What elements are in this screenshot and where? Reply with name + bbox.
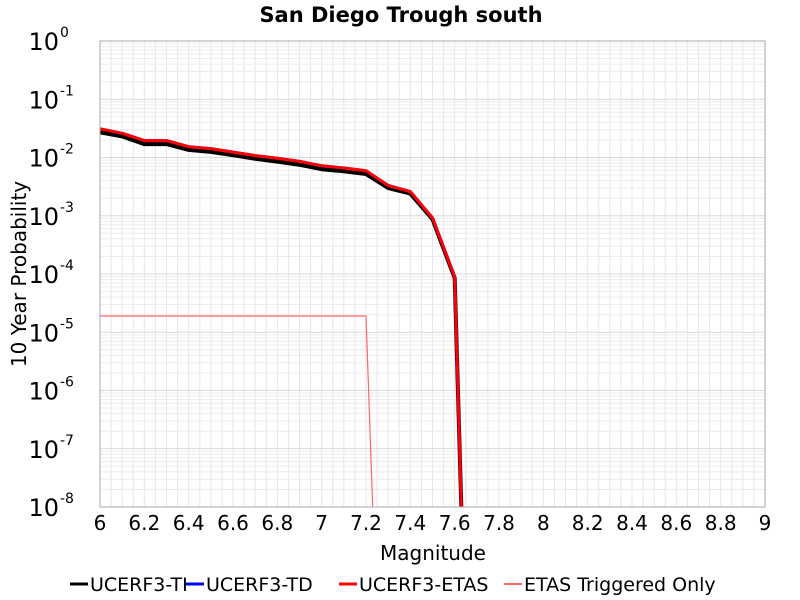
y-tick-exponent: -4 [60,258,74,274]
x-tick-label: 7.6 [439,511,471,535]
y-tick-exponent: -8 [60,491,74,507]
x-tick-label: 8.2 [572,511,604,535]
y-tick-exponent: -2 [60,142,74,158]
y-tick: 10 -5 [28,316,74,347]
y-tick-exponent: -5 [60,316,74,332]
y-tick: 10 -8 [28,491,74,522]
y-tick-base: 10 [28,436,59,464]
y-tick-base: 10 [28,28,59,56]
y-tick-base: 10 [28,261,59,289]
legend-item: ETAS Triggered Only [504,574,716,596]
chart-title: San Diego Trough south [259,3,542,27]
x-tick-label: 8.4 [616,511,648,535]
x-axis-ticks: 6 6.2 6.4 6.6 6.8 7 7.2 7.4 7.6 7.8 8 8.2 8.4 8.6 8.8 9 [94,511,772,535]
y-tick-exponent: -1 [60,83,74,99]
y-axis-label: 10 Year Probability [7,181,31,367]
plot-frame [99,40,766,508]
y-tick-base: 10 [28,378,59,406]
legend-item: UCERF3-TD [186,574,313,596]
y-tick-exponent: 0 [60,25,69,41]
y-tick-exponent: -7 [60,433,74,449]
legend: UCERF3-TI UCERF3-TD UCERF3-ETAS ETAS Trigge… [70,574,716,596]
x-tick-label: 7.4 [394,511,426,535]
x-tick-label: 6.6 [217,511,249,535]
y-tick: 10 -3 [28,200,74,231]
y-tick-base: 10 [28,494,59,522]
legend-label: UCERF3-TD [206,574,313,596]
legend-label: ETAS Triggered Only [524,574,716,596]
y-tick: 10 -4 [28,258,74,289]
x-axis-label: Magnitude [380,541,486,565]
y-tick: 10 -1 [28,83,74,114]
y-tick-base: 10 [28,203,59,231]
y-tick-exponent: -6 [60,375,74,391]
grid [99,41,766,508]
x-tick-label: 7 [315,511,328,535]
series-line-ucerf3-etas [100,127,463,507]
x-tick-label: 7.8 [483,511,515,535]
x-tick-label: 6.2 [128,511,160,535]
legend-label: UCERF3-TI [90,574,188,596]
x-tick-label: 6.8 [261,511,293,535]
legend-item: UCERF3-ETAS [339,574,488,596]
x-tick-label: 6 [94,511,107,535]
y-tick-base: 10 [28,86,59,114]
legend-label: UCERF3-ETAS [359,574,488,596]
x-tick-label: 7.2 [350,511,382,535]
x-tick-label: 8.8 [705,511,737,535]
series-line-etas-triggered-only [100,315,374,507]
x-tick-label: 8 [537,511,550,535]
y-tick-base: 10 [28,145,59,173]
y-tick: 10 -2 [28,142,74,173]
y-tick: 10 0 [28,25,68,56]
legend-item: UCERF3-TI [70,574,188,596]
y-tick: 10 -7 [28,433,74,464]
y-tick-base: 10 [28,319,59,347]
x-tick-label: 6.4 [173,511,205,535]
series-layer [100,127,464,507]
y-tick: 10 -6 [28,375,74,406]
x-tick-label: 9 [759,511,772,535]
x-tick-label: 8.6 [660,511,692,535]
y-tick-exponent: -3 [60,200,74,216]
